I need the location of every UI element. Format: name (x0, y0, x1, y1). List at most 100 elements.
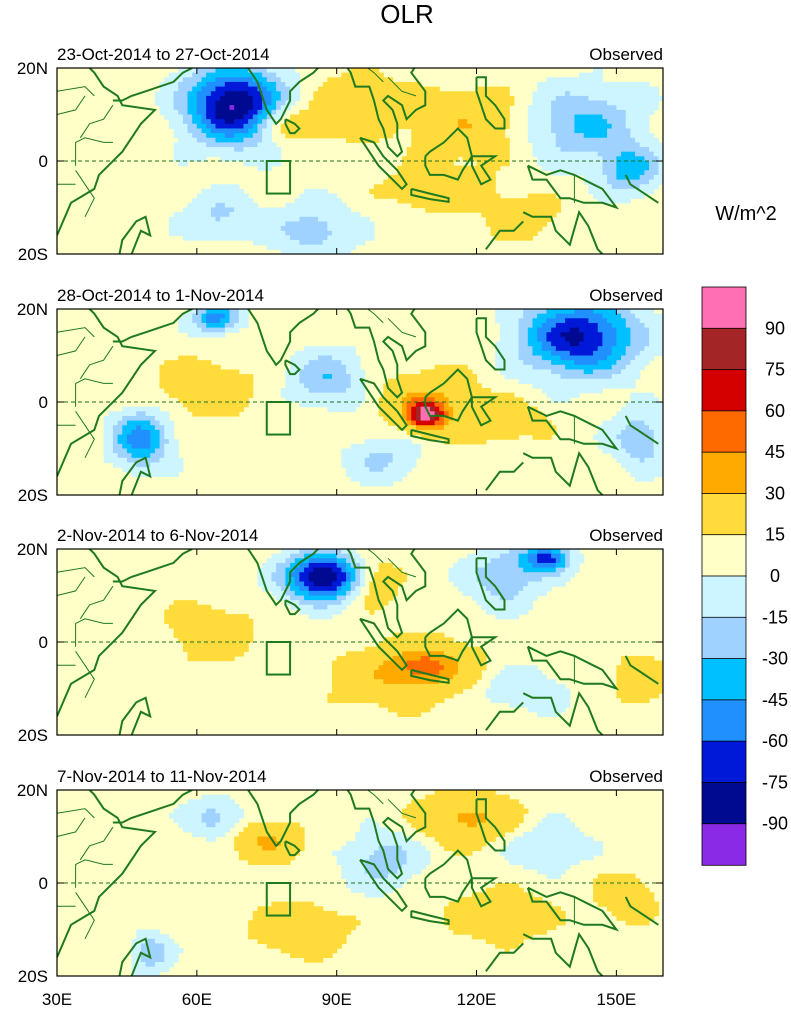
field-cell (257, 81, 263, 88)
field-cell (280, 562, 287, 569)
field-cell (639, 457, 645, 464)
field-cell (597, 109, 603, 116)
field-cell (150, 429, 156, 436)
field-cell (607, 434, 613, 440)
field-cell (504, 313, 510, 319)
field-cell (224, 81, 231, 88)
field-cell (108, 453, 114, 459)
field-cell (625, 336, 631, 343)
field-cell (476, 119, 482, 125)
field-cell (271, 553, 277, 559)
field-cell (429, 397, 436, 403)
field-cell (471, 415, 478, 422)
field-cell (574, 322, 580, 329)
field-cell (280, 388, 287, 394)
field-cell (555, 114, 562, 120)
field-cell (206, 212, 212, 218)
field-cell (485, 137, 492, 143)
field-cell (341, 553, 347, 559)
field-cell (560, 123, 566, 130)
field-cell (234, 388, 240, 394)
field-cell (248, 156, 254, 162)
field-cell (644, 346, 650, 352)
field-cell (485, 562, 492, 569)
field-cell (350, 91, 356, 97)
field-cell (462, 165, 468, 171)
field-cell (490, 188, 496, 195)
field-cell (616, 105, 622, 111)
field-cell (569, 327, 576, 333)
field-cell (364, 216, 370, 223)
field-cell (313, 558, 319, 564)
field-cell (560, 553, 566, 559)
field-cell (206, 193, 212, 199)
field-cell (635, 406, 641, 412)
field-cell (658, 174, 663, 181)
field-cell (355, 392, 361, 398)
field-cell (187, 230, 193, 236)
field-cell (192, 156, 198, 162)
field-cell (262, 165, 268, 171)
field-cell (401, 100, 408, 106)
field-cell (481, 105, 487, 111)
field-cell (490, 86, 496, 92)
field-cell (546, 119, 552, 125)
field-cell (178, 226, 184, 232)
field-cell (509, 216, 515, 223)
field-cell (411, 142, 417, 148)
field-cell (523, 425, 529, 431)
field-cell (294, 77, 300, 83)
field-cell (499, 100, 506, 106)
field-cell (471, 179, 478, 185)
field-cell (644, 457, 650, 464)
field-cell (653, 402, 659, 408)
field-cell (238, 318, 245, 324)
field-cell (551, 114, 557, 120)
field-cell (420, 184, 426, 190)
field-cell (504, 355, 510, 361)
field-cell (485, 184, 492, 190)
field-cell (518, 425, 524, 431)
field-cell (490, 425, 496, 431)
field-cell (387, 114, 394, 120)
field-cell (635, 448, 641, 454)
field-cell (621, 346, 627, 352)
field-cell (313, 216, 319, 223)
field-cell (658, 322, 663, 329)
field-cell (243, 123, 249, 130)
field-cell (588, 360, 594, 366)
field-cell (616, 369, 622, 375)
field-cell (266, 95, 273, 102)
field-cell (453, 100, 459, 106)
field-cell (220, 216, 226, 223)
field-cell (336, 360, 342, 366)
field-cell (504, 105, 510, 111)
field-cell (206, 332, 212, 338)
field-cell (537, 434, 543, 440)
field-cell (653, 147, 659, 153)
field-cell (266, 123, 273, 130)
field-cell (555, 322, 562, 329)
field-cell (574, 332, 580, 338)
field-cell (639, 420, 645, 426)
field-cell (290, 133, 296, 139)
field-cell (611, 336, 617, 343)
field-cell (131, 443, 137, 450)
field-cell (304, 350, 310, 357)
field-cell (364, 235, 370, 241)
field-cell (616, 374, 622, 380)
field-cell (401, 86, 408, 92)
field-cell (443, 174, 450, 181)
field-cell (649, 156, 655, 162)
field-cell (196, 100, 203, 106)
field-cell (299, 369, 305, 375)
field-cell (336, 369, 342, 375)
field-cell (495, 128, 501, 134)
field-cell (439, 415, 445, 422)
field-cell (499, 406, 506, 412)
field-cell (644, 161, 650, 167)
field-cell (350, 392, 356, 398)
field-cell (527, 313, 534, 319)
field-cell (537, 133, 543, 139)
field-cell (532, 562, 538, 569)
